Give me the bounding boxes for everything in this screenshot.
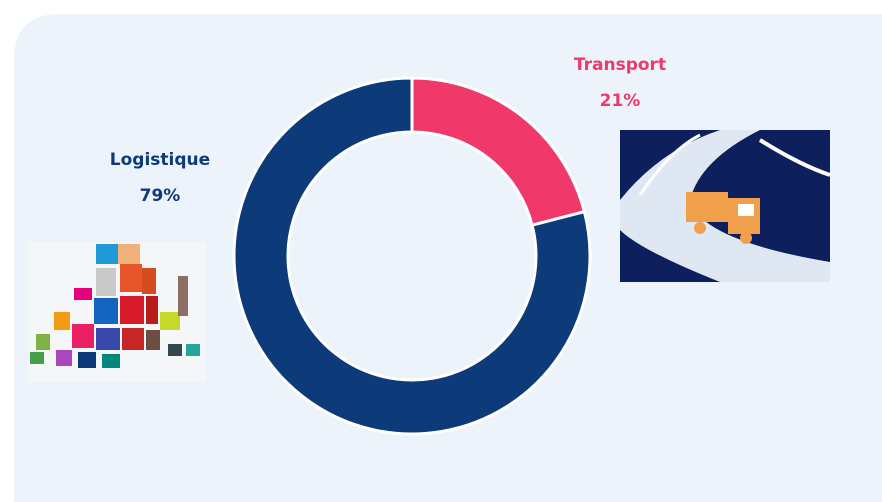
page: {"chart_data": {"type": "pie", "donut": …: [0, 0, 882, 502]
slice-label: Transport: [574, 55, 666, 75]
slice-value-label: 79%: [140, 186, 181, 206]
slice-value-label: 21%: [600, 91, 641, 111]
chart: Transport 21% Logistique 79%: [0, 0, 882, 502]
building-icon: [28, 242, 206, 382]
truck-icon: [620, 130, 830, 282]
slice-label: Logistique: [110, 150, 210, 170]
